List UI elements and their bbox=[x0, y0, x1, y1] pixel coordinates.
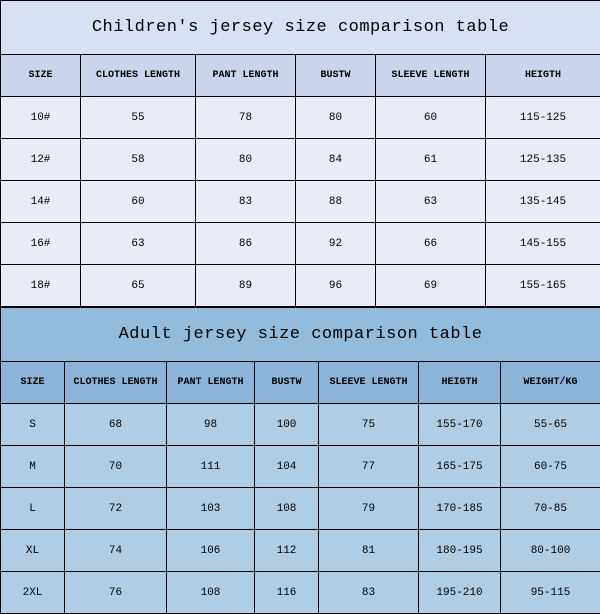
table-row: M 70 111 104 77 165-175 60-75 bbox=[1, 446, 600, 488]
col-size: SIZE bbox=[1, 362, 65, 404]
col-sleeve-length: SLEEVE LENGTH bbox=[376, 55, 486, 97]
cell: 66 bbox=[376, 223, 486, 265]
cell: 100 bbox=[255, 404, 319, 446]
cell: 103 bbox=[167, 488, 255, 530]
cell: 89 bbox=[196, 265, 296, 307]
cell: 106 bbox=[167, 530, 255, 572]
cell: 81 bbox=[319, 530, 419, 572]
cell: 2XL bbox=[1, 572, 65, 614]
adult-size-table: Adult jersey size comparison table SIZE … bbox=[0, 307, 600, 614]
cell: 96 bbox=[296, 265, 376, 307]
table-row: XL 74 106 112 81 180-195 80-100 bbox=[1, 530, 600, 572]
adult-header-row: SIZE CLOTHES LENGTH PANT LENGTH BUSTW SL… bbox=[1, 362, 600, 404]
cell: 98 bbox=[167, 404, 255, 446]
cell: 83 bbox=[319, 572, 419, 614]
cell: 111 bbox=[167, 446, 255, 488]
col-pant-length: PANT LENGTH bbox=[167, 362, 255, 404]
table-row: L 72 103 108 79 170-185 70-85 bbox=[1, 488, 600, 530]
children-header-row: SIZE CLOTHES LENGTH PANT LENGTH BUSTW SL… bbox=[1, 55, 600, 97]
table-row: 10# 55 78 80 60 115-125 bbox=[1, 97, 600, 139]
cell: M bbox=[1, 446, 65, 488]
cell: 69 bbox=[376, 265, 486, 307]
cell: 104 bbox=[255, 446, 319, 488]
cell: 70 bbox=[65, 446, 167, 488]
col-size: SIZE bbox=[1, 55, 81, 97]
table-row: 14# 60 83 88 63 135-145 bbox=[1, 181, 600, 223]
cell: 60-75 bbox=[501, 446, 600, 488]
cell: 68 bbox=[65, 404, 167, 446]
cell: 83 bbox=[196, 181, 296, 223]
cell: 60 bbox=[81, 181, 196, 223]
cell: 10# bbox=[1, 97, 81, 139]
cell: 18# bbox=[1, 265, 81, 307]
cell: 86 bbox=[196, 223, 296, 265]
cell: 65 bbox=[81, 265, 196, 307]
table-row: 12# 58 80 84 61 125-135 bbox=[1, 139, 600, 181]
cell: 112 bbox=[255, 530, 319, 572]
col-heigth: HEIGTH bbox=[486, 55, 600, 97]
cell: 195-210 bbox=[419, 572, 501, 614]
cell: 78 bbox=[196, 97, 296, 139]
cell: 55-65 bbox=[501, 404, 600, 446]
cell: 180-195 bbox=[419, 530, 501, 572]
cell: 145-155 bbox=[486, 223, 600, 265]
col-clothes-length: CLOTHES LENGTH bbox=[65, 362, 167, 404]
cell: 135-145 bbox=[486, 181, 600, 223]
cell: 63 bbox=[81, 223, 196, 265]
col-pant-length: PANT LENGTH bbox=[196, 55, 296, 97]
cell: 70-85 bbox=[501, 488, 600, 530]
col-sleeve-length: SLEEVE LENGTH bbox=[319, 362, 419, 404]
cell: 108 bbox=[255, 488, 319, 530]
cell: 55 bbox=[81, 97, 196, 139]
col-weight: WEIGHT/KG bbox=[501, 362, 600, 404]
table-row: 2XL 76 108 116 83 195-210 95-115 bbox=[1, 572, 600, 614]
cell: 58 bbox=[81, 139, 196, 181]
table-row: S 68 98 100 75 155-170 55-65 bbox=[1, 404, 600, 446]
children-title: Children's jersey size comparison table bbox=[1, 1, 600, 55]
cell: 74 bbox=[65, 530, 167, 572]
cell: 75 bbox=[319, 404, 419, 446]
cell: 125-135 bbox=[486, 139, 600, 181]
cell: 80 bbox=[196, 139, 296, 181]
cell: S bbox=[1, 404, 65, 446]
cell: 60 bbox=[376, 97, 486, 139]
col-clothes-length: CLOTHES LENGTH bbox=[81, 55, 196, 97]
cell: 79 bbox=[319, 488, 419, 530]
cell: 16# bbox=[1, 223, 81, 265]
cell: 84 bbox=[296, 139, 376, 181]
cell: 92 bbox=[296, 223, 376, 265]
cell: 76 bbox=[65, 572, 167, 614]
cell: 77 bbox=[319, 446, 419, 488]
cell: 63 bbox=[376, 181, 486, 223]
table-row: 18# 65 89 96 69 155-165 bbox=[1, 265, 600, 307]
cell: L bbox=[1, 488, 65, 530]
children-title-row: Children's jersey size comparison table bbox=[1, 1, 600, 55]
cell: 155-170 bbox=[419, 404, 501, 446]
cell: 61 bbox=[376, 139, 486, 181]
cell: 72 bbox=[65, 488, 167, 530]
adult-title: Adult jersey size comparison table bbox=[1, 308, 600, 362]
cell: 80 bbox=[296, 97, 376, 139]
cell: 165-175 bbox=[419, 446, 501, 488]
cell: 116 bbox=[255, 572, 319, 614]
cell: 80-100 bbox=[501, 530, 600, 572]
cell: 12# bbox=[1, 139, 81, 181]
cell: 88 bbox=[296, 181, 376, 223]
adult-title-row: Adult jersey size comparison table bbox=[1, 308, 600, 362]
children-size-table: Children's jersey size comparison table … bbox=[0, 0, 600, 307]
col-bustw: BUSTW bbox=[296, 55, 376, 97]
col-heigth: HEIGTH bbox=[419, 362, 501, 404]
cell: 155-165 bbox=[486, 265, 600, 307]
cell: 95-115 bbox=[501, 572, 600, 614]
table-row: 16# 63 86 92 66 145-155 bbox=[1, 223, 600, 265]
cell: 170-185 bbox=[419, 488, 501, 530]
cell: 115-125 bbox=[486, 97, 600, 139]
cell: 108 bbox=[167, 572, 255, 614]
col-bustw: BUSTW bbox=[255, 362, 319, 404]
cell: XL bbox=[1, 530, 65, 572]
cell: 14# bbox=[1, 181, 81, 223]
